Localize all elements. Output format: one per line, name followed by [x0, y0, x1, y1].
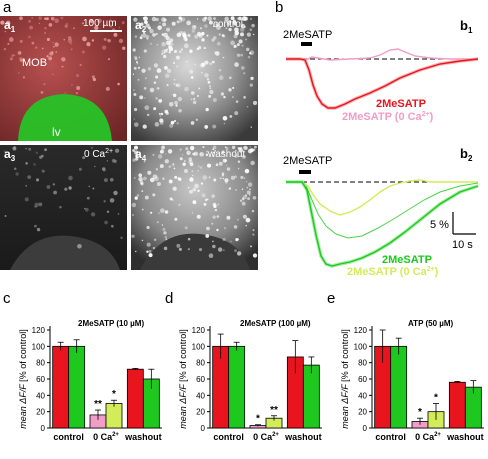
y-tick-label: 80: [196, 359, 205, 368]
y-tick-label: 0: [201, 424, 206, 433]
mob-label: MOB: [22, 57, 47, 69]
y-tick-label: 40: [196, 391, 205, 400]
y-tick-label: 60: [358, 375, 367, 384]
caption-0ca: 0 Ca2+: [84, 148, 113, 160]
caption-washout: washout: [207, 149, 245, 160]
x-tick-label: 0 Ca2+: [415, 432, 441, 442]
y-tick-label: 100: [192, 342, 206, 351]
chart-title: 2MeSATP (10 µM): [78, 319, 144, 328]
x-tick-label: washout: [124, 432, 162, 442]
b2-stim-bar: [299, 170, 311, 174]
y-tick-label: 40: [358, 391, 367, 400]
y-tick-label: 100: [354, 342, 368, 351]
b1-stim-bar: [301, 42, 312, 46]
panel-label-d: d: [165, 290, 173, 307]
panel-label-b: b: [275, 0, 283, 16]
scale-y-label: 5 %: [430, 219, 449, 231]
caption-control: control: [213, 19, 243, 30]
panel-label-a3: a: [4, 147, 11, 161]
b2-trace-control: [286, 181, 479, 267]
bar-chart-d: 0 20 40 60 80 100 120 mean ΔF/F [% of control] 2…: [178, 319, 322, 442]
y-tick-label: 60: [196, 375, 205, 384]
bar: [126, 368, 144, 429]
b2-trace-0ca: [286, 179, 478, 216]
image-a3: 0 Ca2+ a3: [0, 145, 127, 270]
panel-label-a2: a: [135, 18, 142, 32]
trace-panel-b2: 2MeSATP 5 % 10 s 2MeSATP 2MeSATP (0 Ca2+…: [283, 155, 479, 278]
bar: [52, 345, 70, 429]
y-tick-label: 20: [36, 408, 45, 417]
y-tick-label: 80: [358, 359, 367, 368]
b2-legend-control: 2MeSATP: [382, 254, 432, 266]
svg-text:b1: b1: [460, 18, 473, 35]
significance-mark: *: [434, 393, 438, 404]
bar: [228, 345, 246, 429]
bar: [68, 345, 86, 429]
x-tick-label: 0 Ca2+: [253, 432, 279, 442]
significance-mark: **: [94, 399, 102, 410]
bar: [302, 364, 320, 429]
panel-label-b1: b: [460, 18, 468, 33]
image-a2: control a2: [131, 16, 258, 141]
svg-text:b2: b2: [460, 146, 473, 163]
y-tick-label: 20: [196, 408, 205, 417]
y-tick-label: 120: [32, 326, 46, 335]
y-axis-label: mean ΔF/F [% of control]: [178, 329, 188, 428]
significance-mark: **: [270, 405, 278, 416]
bar: [105, 403, 123, 429]
y-tick-label: 0: [363, 424, 368, 433]
b1-legend-0ca: 2MeSATP (0 Ca2+): [342, 111, 434, 123]
image-a1: 100 µm MOB lv a1: [0, 16, 127, 141]
svg-text:a3: a3: [4, 147, 16, 163]
y-tick-label: 40: [36, 391, 45, 400]
significance-mark: *: [112, 389, 116, 400]
panel-label-a: a: [3, 0, 12, 16]
bar: [390, 345, 408, 429]
svg-text:a2: a2: [135, 18, 147, 34]
panel-label-b2: b: [460, 146, 468, 161]
svg-text:a4: a4: [135, 147, 147, 163]
bar-charts: 0 20 40 60 80 100 120 mean ΔF/F [% of control] 2…: [18, 319, 484, 442]
significance-mark: *: [256, 414, 260, 425]
image-a4: washout a4: [131, 145, 258, 270]
y-tick-label: 60: [36, 375, 45, 384]
chart-title: 2MeSATP (100 µM): [240, 319, 311, 328]
y-tick-label: 20: [358, 408, 367, 417]
panel-label-a1: a: [4, 18, 11, 32]
bar-chart-e: 0 20 40 60 80 100 120 mean ΔF/F [% of control] A…: [340, 319, 484, 442]
x-tick-label: control: [375, 432, 406, 442]
y-axis-label: mean ΔF/F [% of control]: [340, 329, 350, 428]
scale-x-label: 10 s: [452, 239, 473, 251]
b1-trace-0ca: [286, 48, 478, 61]
lv-label: lv: [52, 125, 61, 139]
y-axis-label: mean ΔF/F [% of control]: [18, 329, 28, 428]
bar-chart-c: 0 20 40 60 80 100 120 mean ΔF/F [% of control] 2…: [18, 319, 162, 442]
panel-label-e: e: [327, 290, 335, 307]
y-tick-label: 120: [354, 326, 368, 335]
y-tick-label: 100: [32, 342, 46, 351]
x-tick-label: washout: [284, 432, 322, 442]
b2-legend-0ca: 2MeSATP (0 Ca2+): [347, 266, 439, 278]
significance-mark: *: [418, 407, 422, 418]
panel-label-c: c: [3, 290, 11, 307]
b2-stim-label: 2MeSATP: [283, 155, 332, 167]
trace-panel-b1: 2MeSATP 2MeSATP 2MeSATP (0 Ca2+): [283, 29, 479, 123]
y-tick-label: 80: [36, 359, 45, 368]
scale-bar-label: 100 µm: [83, 18, 117, 29]
bar: [448, 381, 466, 429]
x-tick-label: control: [53, 432, 84, 442]
b1-trace-control: [286, 58, 479, 109]
panel-label-a4: a: [135, 147, 142, 161]
y-tick-label: 0: [41, 424, 46, 433]
x-tick-label: control: [213, 432, 244, 442]
x-tick-label: washout: [446, 432, 484, 442]
svg-text:a1: a1: [4, 18, 16, 34]
y-tick-label: 120: [192, 326, 206, 335]
b1-legend-control: 2MeSATP: [376, 98, 426, 110]
x-tick-label: 0 Ca2+: [93, 432, 119, 442]
chart-title: ATP (50 µM): [408, 319, 454, 328]
b1-stim-label: 2MeSATP: [283, 29, 332, 41]
